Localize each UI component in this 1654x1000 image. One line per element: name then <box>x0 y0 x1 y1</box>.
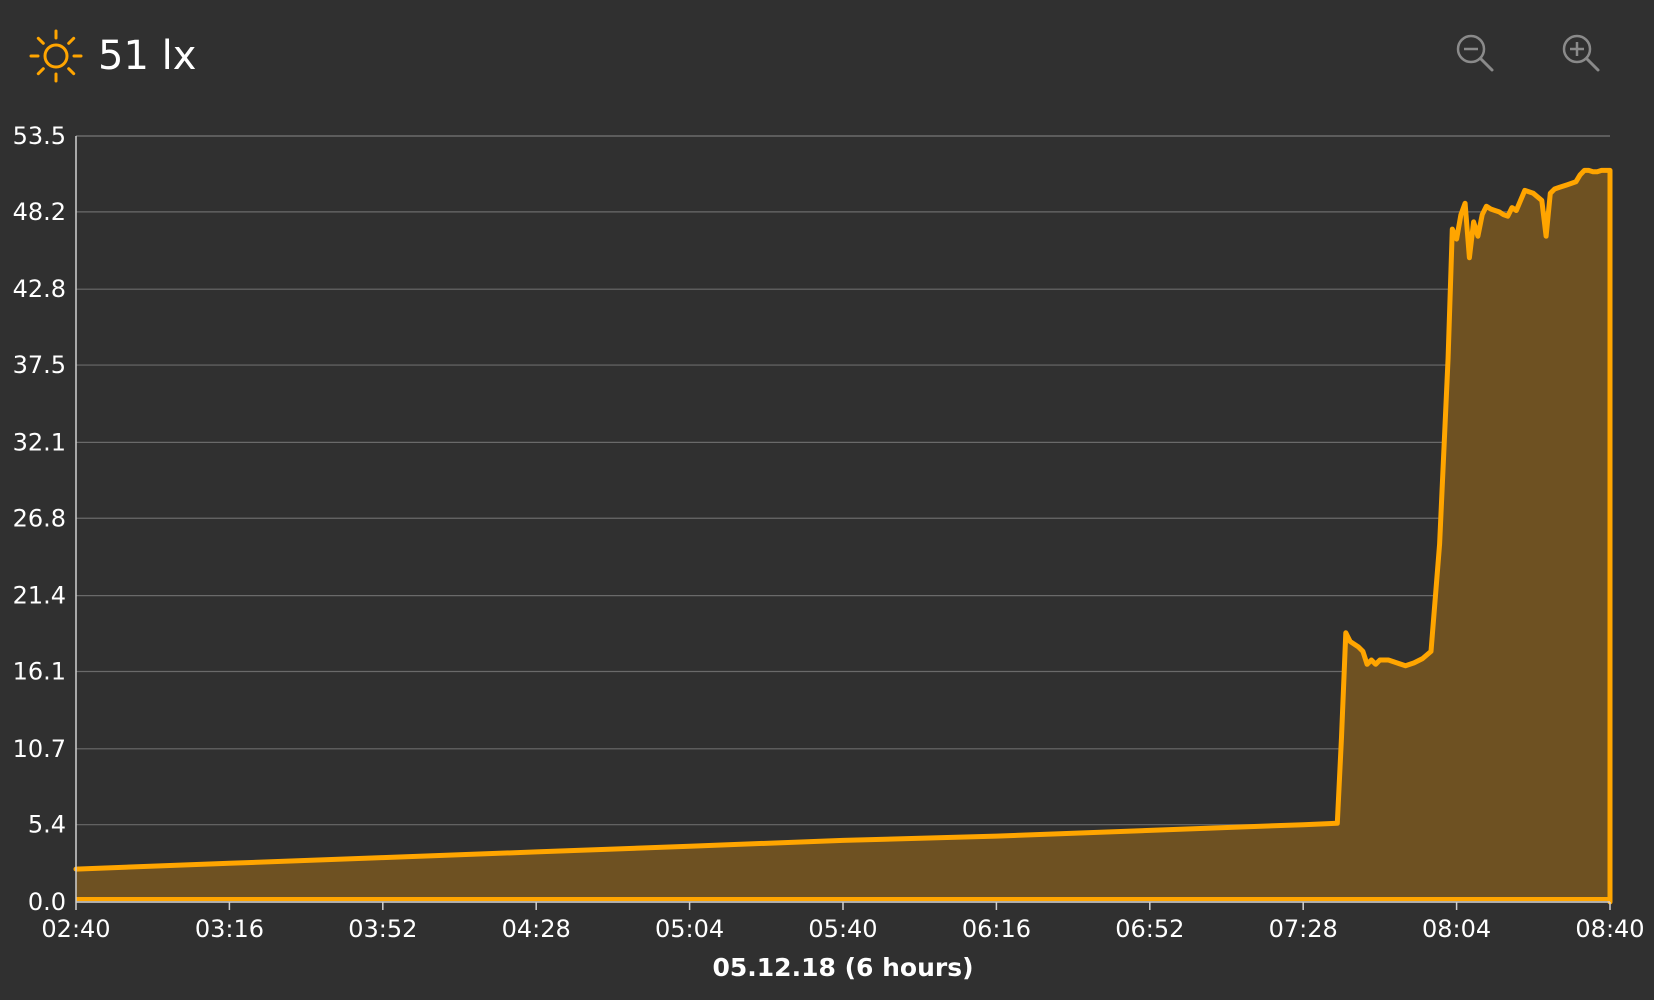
zoom-in-button[interactable] <box>1560 32 1602 74</box>
series-line <box>73 167 1613 905</box>
y-tick-label: 21.4 <box>13 582 66 610</box>
sensor-value: 51 lx <box>98 33 197 79</box>
y-tick-label: 42.8 <box>13 275 66 303</box>
sun-icon <box>29 29 83 83</box>
x-tick-label: 08:40 <box>1575 915 1644 943</box>
x-tick-label: 07:28 <box>1269 915 1338 943</box>
x-tick-label: 05:04 <box>655 915 724 943</box>
series-area <box>73 167 1613 905</box>
x-tick-label: 03:16 <box>195 915 264 943</box>
series-area-fill <box>76 170 1610 902</box>
sensor-header: 51 lx <box>28 26 196 86</box>
y-tick-label: 5.4 <box>28 811 66 839</box>
x-tick-label: 08:04 <box>1422 915 1491 943</box>
y-tick-label: 53.5 <box>13 122 66 150</box>
zoom-in-icon <box>1562 34 1600 72</box>
y-tick-label: 26.8 <box>13 504 66 532</box>
y-tick-label: 10.7 <box>13 735 66 763</box>
zoom-out-button[interactable] <box>1454 32 1496 74</box>
x-tick-label: 06:16 <box>962 915 1031 943</box>
zoom-out-icon <box>1456 34 1494 72</box>
y-tick-label: 0.0 <box>28 888 66 916</box>
x-tick-label: 03:52 <box>348 915 417 943</box>
y-tick-label: 16.1 <box>13 657 66 685</box>
x-axis-label: 05.12.18 (6 hours) <box>713 953 974 982</box>
x-axis-ticks: 02:40 03:16 03:52 04:28 05:04 05:40 06:16 06:52… <box>41 902 1645 943</box>
y-axis-ticks: 0.0 5.4 10.7 16.1 21.4 26.8 32.1 37.5 42.8 48.2 53… <box>13 122 66 916</box>
y-tick-label: 48.2 <box>13 198 66 226</box>
y-tick-label: 32.1 <box>13 428 66 456</box>
x-tick-label: 02:40 <box>41 915 110 943</box>
x-tick-label: 04:28 <box>502 915 571 943</box>
y-tick-label: 37.5 <box>13 351 66 379</box>
x-tick-label: 06:52 <box>1115 915 1184 943</box>
x-tick-label: 05:40 <box>808 915 877 943</box>
